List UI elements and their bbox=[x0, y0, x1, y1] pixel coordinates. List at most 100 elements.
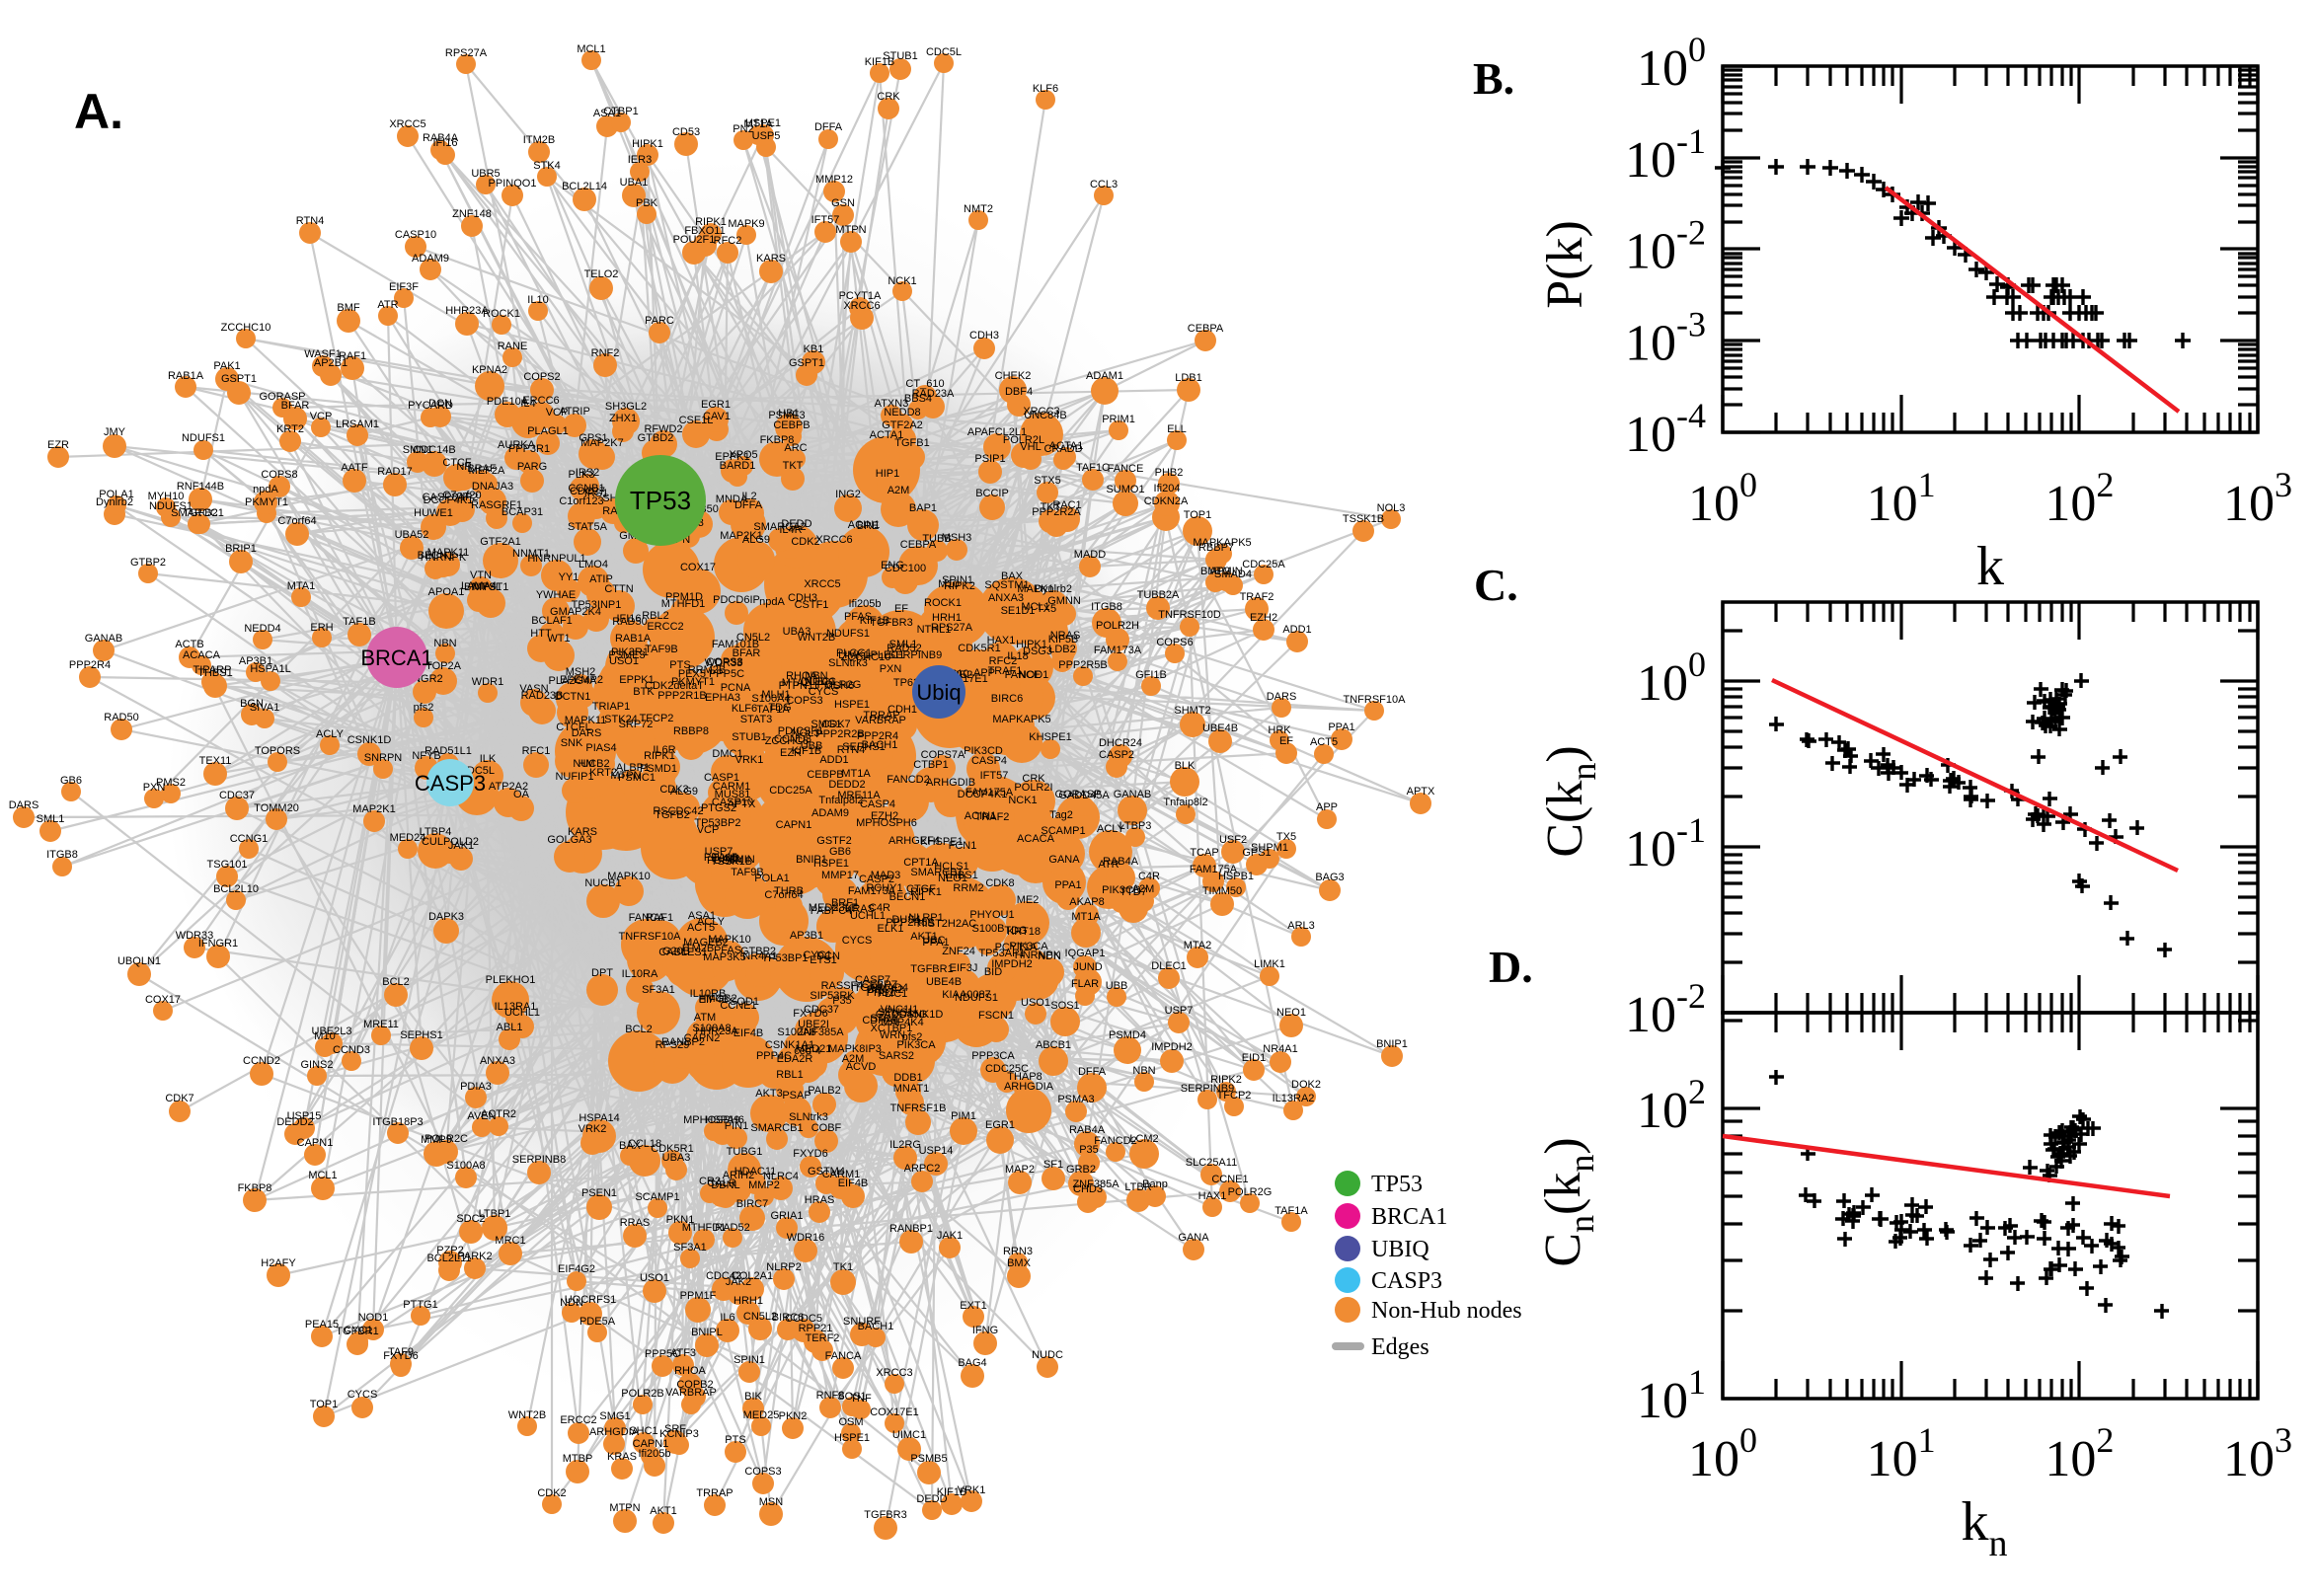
svg-text:ARL3: ARL3 bbox=[1287, 920, 1315, 932]
svg-text:PPP2R4: PPP2R4 bbox=[69, 659, 111, 671]
svg-text:CHEK2: CHEK2 bbox=[995, 370, 1032, 382]
svg-text:BFAR: BFAR bbox=[281, 400, 310, 412]
svg-text:ITGB8: ITGB8 bbox=[1091, 601, 1122, 613]
svg-text:CEBPA: CEBPA bbox=[1188, 323, 1224, 335]
svg-text:ACLY: ACLY bbox=[697, 916, 726, 928]
svg-text:CARM1: CARM1 bbox=[822, 1169, 861, 1180]
svg-text:CDK3: CDK3 bbox=[659, 784, 688, 796]
svg-text:IL2: IL2 bbox=[741, 491, 756, 502]
svg-text:SNURF: SNURF bbox=[843, 1316, 881, 1328]
svg-text:CASP4: CASP4 bbox=[860, 798, 895, 810]
svg-text:KIF5B: KIF5B bbox=[1048, 634, 1079, 646]
svg-text:RRM2: RRM2 bbox=[953, 882, 983, 894]
svg-text:GADD45G: GADD45G bbox=[876, 1009, 928, 1021]
svg-text:NDUFS1: NDUFS1 bbox=[826, 628, 870, 640]
svg-text:RTN4: RTN4 bbox=[837, 744, 866, 756]
svg-text:CTCF: CTCF bbox=[442, 457, 472, 469]
svg-text:CDH3: CDH3 bbox=[788, 592, 817, 604]
svg-text:BECN1: BECN1 bbox=[889, 891, 926, 903]
svg-text:GTBD2: GTBD2 bbox=[638, 432, 674, 444]
svg-text:APP: APP bbox=[973, 667, 995, 679]
svg-text:BRE: BRE bbox=[857, 520, 880, 532]
svg-text:TGFB2: TGFB2 bbox=[183, 507, 217, 519]
svg-text:COPS3: COPS3 bbox=[744, 1466, 781, 1478]
svg-text:ATP2A2: ATP2A2 bbox=[489, 781, 528, 793]
svg-text:BGN: BGN bbox=[240, 698, 264, 710]
svg-text:MED25: MED25 bbox=[743, 1409, 780, 1421]
svg-text:TIMM50: TIMM50 bbox=[1202, 885, 1242, 897]
svg-text:STK4: STK4 bbox=[870, 1013, 897, 1025]
svg-text:DARS: DARS bbox=[1267, 691, 1297, 703]
svg-text:ERH: ERH bbox=[310, 622, 333, 634]
svg-text:ATF3: ATF3 bbox=[670, 1347, 696, 1359]
svg-text:MAPKAPK5: MAPKAPK5 bbox=[1193, 537, 1251, 549]
svg-text:NEDD4: NEDD4 bbox=[244, 623, 280, 635]
svg-text:TP53BP1: TP53BP1 bbox=[761, 952, 808, 964]
svg-text:RBL1: RBL1 bbox=[776, 1069, 804, 1081]
svg-text:CCL3: CCL3 bbox=[1090, 179, 1118, 190]
svg-text:DMC1: DMC1 bbox=[712, 748, 742, 760]
svg-text:CDC37: CDC37 bbox=[219, 790, 255, 801]
svg-text:CCNE1: CCNE1 bbox=[720, 1000, 756, 1012]
svg-text:THBS1: THBS1 bbox=[943, 870, 977, 881]
svg-text:COX17: COX17 bbox=[145, 994, 181, 1006]
svg-text:HTT: HTT bbox=[530, 628, 552, 640]
svg-text:FCN1: FCN1 bbox=[949, 840, 977, 852]
svg-text:ME2: ME2 bbox=[1017, 894, 1040, 906]
svg-text:BAX: BAX bbox=[619, 1140, 642, 1152]
svg-text:SPIN1: SPIN1 bbox=[733, 1354, 765, 1366]
svg-text:EF: EF bbox=[1279, 735, 1293, 747]
svg-text:CEBPB: CEBPB bbox=[807, 769, 843, 781]
svg-text:HIST2H2AC: HIST2H2AC bbox=[917, 918, 977, 930]
svg-text:RANBP2: RANBP2 bbox=[661, 1036, 705, 1048]
svg-text:CYCS: CYCS bbox=[347, 1389, 378, 1401]
svg-text:CN5L2: CN5L2 bbox=[743, 1311, 777, 1323]
svg-text:LTBP1: LTBP1 bbox=[479, 1208, 511, 1220]
svg-text:GPS1: GPS1 bbox=[1242, 847, 1271, 859]
svg-text:FXYD6: FXYD6 bbox=[793, 1148, 827, 1160]
svg-text:CDK7: CDK7 bbox=[165, 1093, 193, 1104]
svg-text:MMP9: MMP9 bbox=[421, 1134, 452, 1146]
svg-text:BAP1: BAP1 bbox=[909, 502, 937, 514]
svg-text:PPP2R1B: PPP2R1B bbox=[657, 690, 707, 702]
svg-text:CAPN1: CAPN1 bbox=[297, 1137, 334, 1149]
svg-text:NMT2: NMT2 bbox=[964, 203, 993, 215]
svg-text:STUB1: STUB1 bbox=[883, 50, 917, 62]
svg-text:CSNK1A1: CSNK1A1 bbox=[765, 1039, 814, 1051]
svg-text:A.: A. bbox=[74, 84, 123, 139]
svg-text:POLR2B: POLR2B bbox=[621, 1388, 663, 1400]
svg-text:100: 100 bbox=[1688, 465, 1757, 532]
svg-text:CPT1A: CPT1A bbox=[903, 857, 939, 869]
svg-text:ATMIN: ATMIN bbox=[722, 854, 754, 866]
svg-text:PRIM1: PRIM1 bbox=[1102, 414, 1135, 425]
svg-text:NDUFS1: NDUFS1 bbox=[182, 432, 225, 444]
svg-text:BCL2L10: BCL2L10 bbox=[213, 883, 259, 895]
svg-text:S100A8: S100A8 bbox=[692, 1023, 731, 1034]
svg-text:PYCARD: PYCARD bbox=[408, 400, 453, 412]
svg-text:D.: D. bbox=[1489, 942, 1533, 992]
svg-text:ARHGEF4: ARHGEF4 bbox=[888, 835, 940, 847]
svg-text:MAP2K1: MAP2K1 bbox=[352, 803, 395, 815]
svg-text:BCCIP: BCCIP bbox=[975, 488, 1009, 499]
svg-text:EFEMP2: EFEMP2 bbox=[560, 674, 603, 686]
svg-text:CAPN1: CAPN1 bbox=[633, 1438, 669, 1450]
svg-text:MSH6: MSH6 bbox=[824, 680, 855, 692]
svg-text:VRK1: VRK1 bbox=[958, 1484, 986, 1496]
svg-text:NTHL1: NTHL1 bbox=[917, 624, 952, 636]
svg-text:MED21: MED21 bbox=[796, 1043, 832, 1055]
svg-text:UBIQ: UBIQ bbox=[1371, 1237, 1429, 1262]
svg-text:EXT1: EXT1 bbox=[960, 1300, 987, 1312]
svg-text:CDHA4: CDHA4 bbox=[862, 1015, 898, 1026]
svg-text:SERPINB9: SERPINB9 bbox=[888, 649, 942, 661]
svg-text:HDAC11: HDAC11 bbox=[734, 1166, 777, 1178]
svg-text:CYCS: CYCS bbox=[809, 686, 839, 698]
svg-text:COX17: COX17 bbox=[680, 562, 716, 573]
svg-text:XCTBP1: XCTBP1 bbox=[871, 1023, 913, 1034]
svg-text:STX5: STX5 bbox=[1034, 475, 1061, 487]
svg-text:DCTN1: DCTN1 bbox=[555, 691, 591, 703]
svg-text:CSNK1D: CSNK1D bbox=[347, 734, 392, 746]
svg-text:TOP1: TOP1 bbox=[310, 1399, 339, 1410]
svg-text:FAM175A: FAM175A bbox=[965, 787, 1014, 798]
svg-text:BCL2L11: BCL2L11 bbox=[426, 1253, 471, 1264]
svg-text:KIAA0087: KIAA0087 bbox=[942, 989, 991, 1001]
